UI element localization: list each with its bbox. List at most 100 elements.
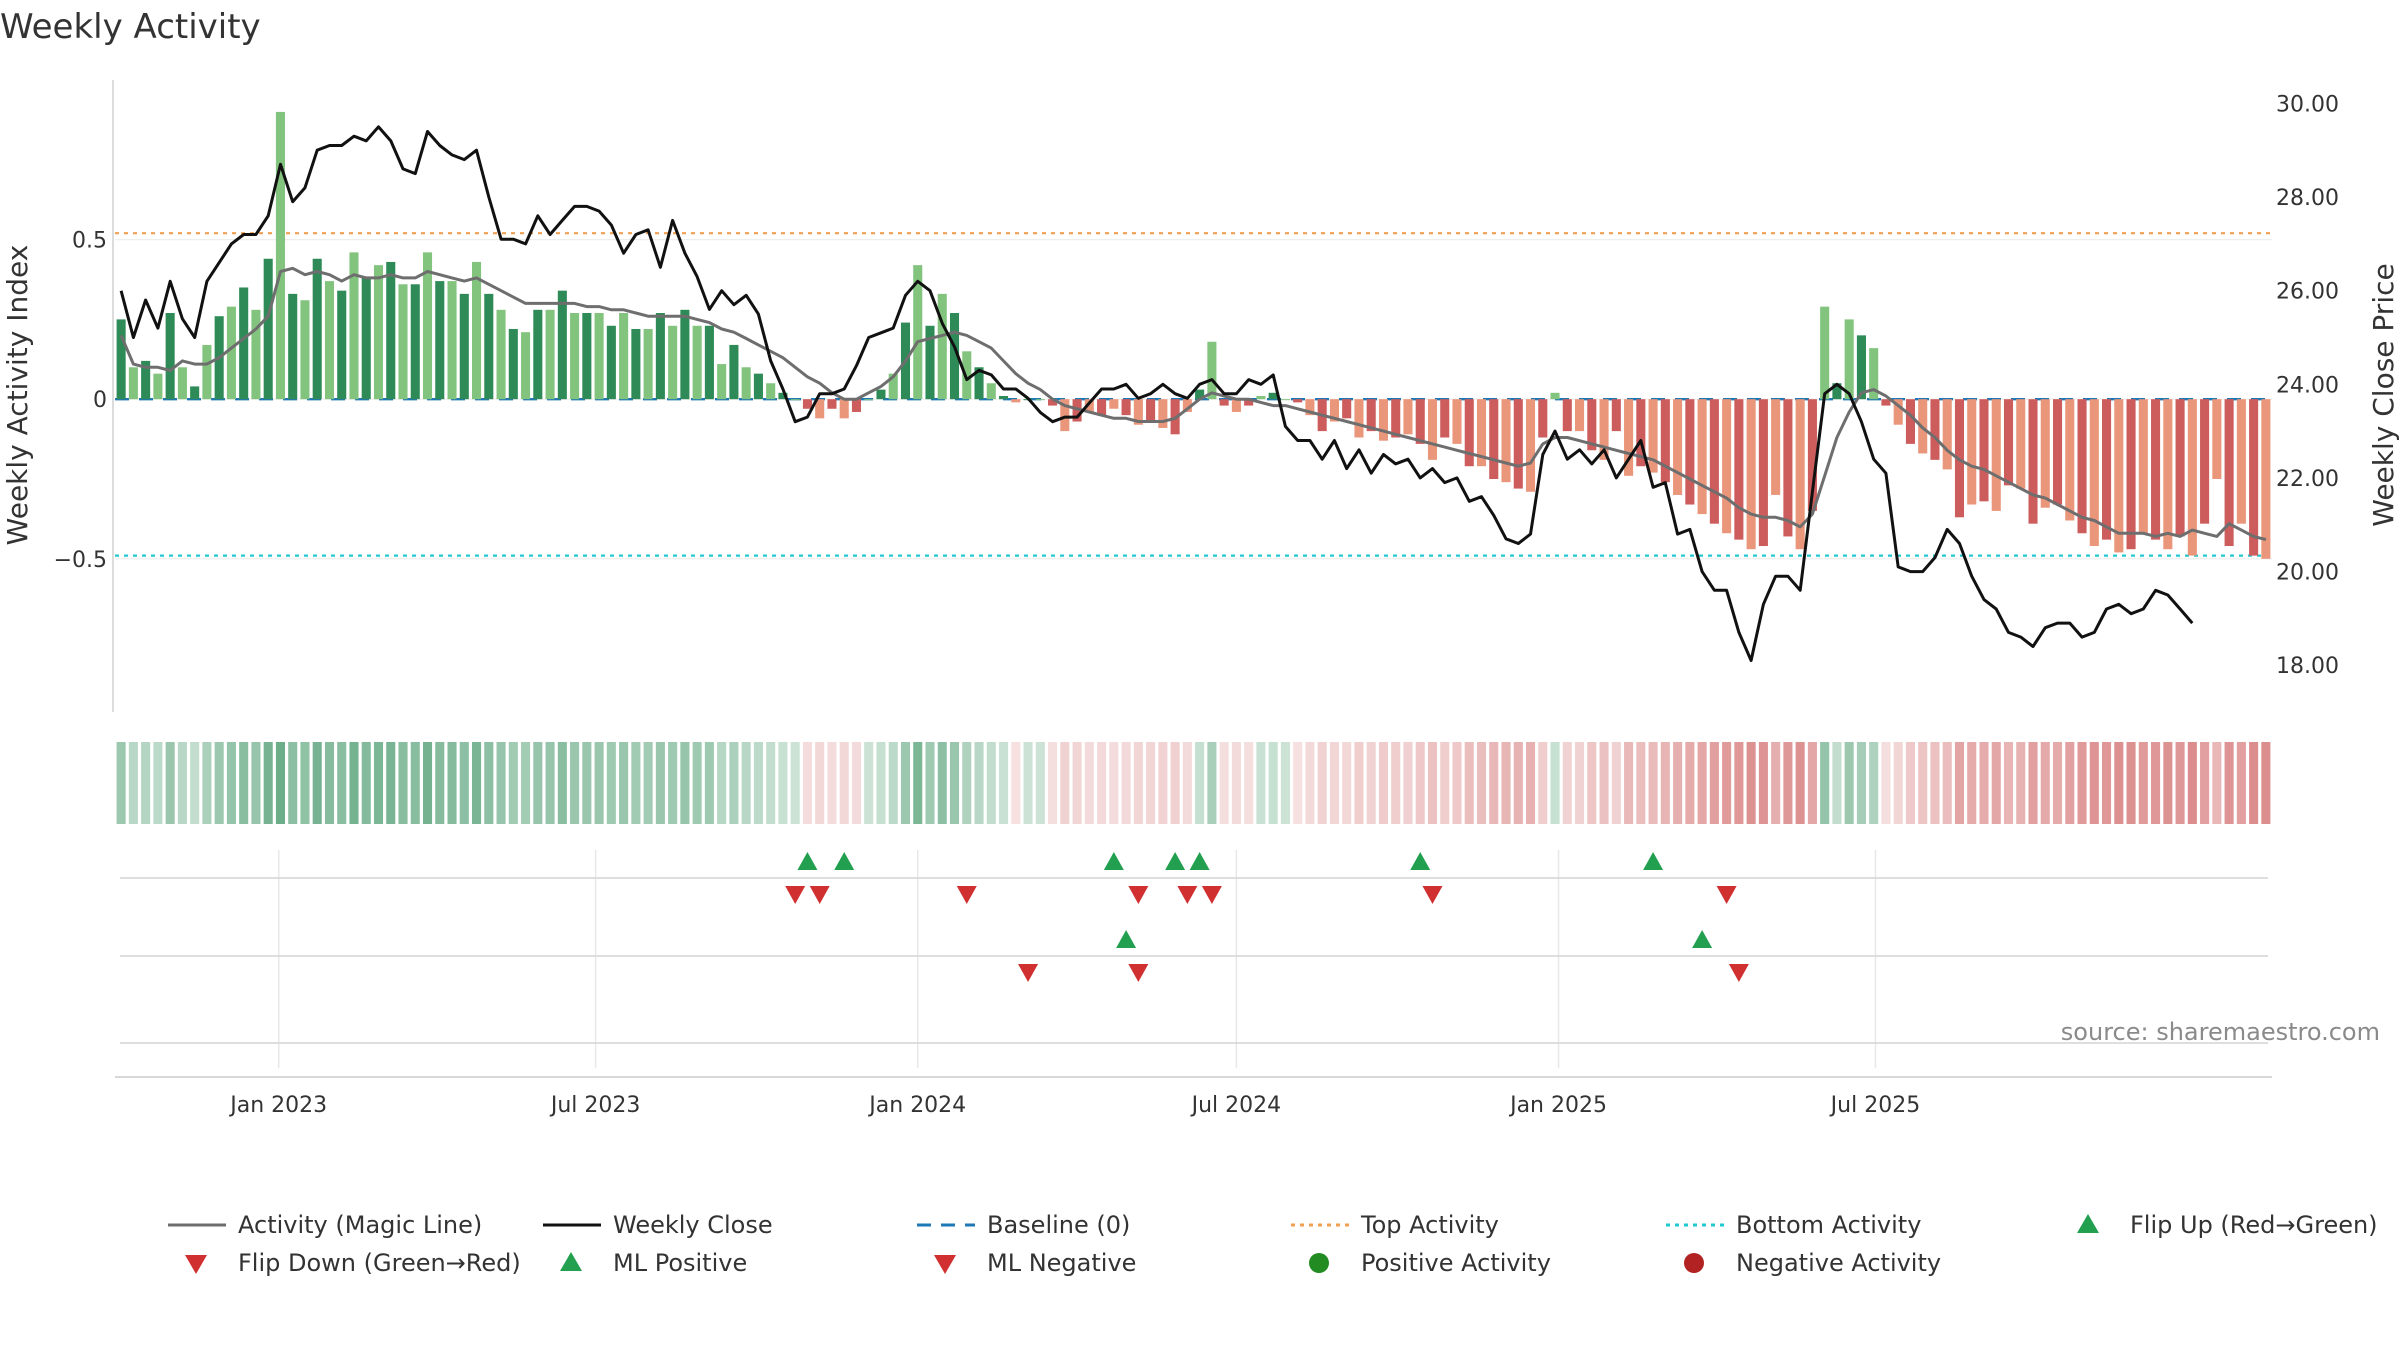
left-tick-label: −0.5 xyxy=(54,548,107,573)
heat-strip-cell xyxy=(2163,742,2173,824)
activity-bar xyxy=(680,309,690,400)
heat-strip-cell xyxy=(1109,742,1119,824)
activity-bar xyxy=(827,399,837,409)
activity-bar xyxy=(1366,399,1376,432)
activity-bar xyxy=(2016,399,2026,489)
heat-strip-cell xyxy=(1575,742,1585,824)
up-triangle-marker xyxy=(797,852,818,870)
activity-bar xyxy=(435,281,445,400)
activity-bar xyxy=(1844,319,1854,400)
heat-strip-cell xyxy=(1856,742,1866,824)
activity-bar xyxy=(2077,399,2087,534)
activity-bar xyxy=(778,392,788,400)
heat-strip-cell xyxy=(472,742,482,824)
heat-strip-cell xyxy=(1660,742,1670,824)
heat-strip-cell xyxy=(606,742,616,824)
heat-strip-cell xyxy=(1587,742,1597,824)
activity-bar xyxy=(925,325,935,400)
activity-bar xyxy=(459,293,469,400)
activity-bar xyxy=(2212,399,2222,479)
activity-bar xyxy=(986,383,996,400)
activity-bar xyxy=(1942,399,1952,470)
legend-swatch xyxy=(1684,1253,1704,1273)
heat-strip-cell xyxy=(802,742,812,824)
activity-bar xyxy=(1795,399,1805,550)
heat-strip-cell xyxy=(999,742,1009,824)
heat-strip-cell xyxy=(974,742,984,824)
heat-strip-cell xyxy=(422,742,433,824)
activity-bar xyxy=(1611,399,1621,432)
heat-strip-cell xyxy=(1513,742,1523,824)
activity-bar xyxy=(2028,399,2038,524)
heat-strip-cell xyxy=(1930,742,1940,824)
heat-strip-cell xyxy=(410,742,420,824)
legend-label: Flip Down (Green→Red) xyxy=(238,1249,521,1277)
legend-label: ML Negative xyxy=(987,1249,1136,1277)
heat-strip-cell xyxy=(1158,742,1168,824)
activity-bar xyxy=(1464,399,1474,467)
heat-strip-cell xyxy=(1391,742,1401,824)
heat-strip-cell xyxy=(128,742,138,824)
activity-bar xyxy=(631,328,641,400)
activity-bars xyxy=(116,111,2271,559)
heat-strip-cell xyxy=(251,742,261,824)
activity-bar xyxy=(116,319,126,400)
activity-bar xyxy=(2003,399,2014,486)
heat-strip-cell xyxy=(1097,742,1107,824)
activity-bar xyxy=(521,332,531,400)
right-axis-label: Weekly Close Price xyxy=(2367,263,2400,526)
heat-strip-cell xyxy=(1489,742,1499,824)
down-triangle-marker xyxy=(1018,964,1039,982)
activity-bar xyxy=(766,383,776,400)
heat-strip-cell xyxy=(1305,742,1315,824)
heat-strip-cell xyxy=(153,742,163,824)
heat-strip-cell xyxy=(937,742,947,824)
heat-strip-cell xyxy=(1329,742,1339,824)
activity-bar xyxy=(349,252,359,400)
down-triangle-marker xyxy=(1201,886,1222,904)
activity-bar xyxy=(226,306,236,400)
activity-bar xyxy=(949,313,960,400)
activity-bar xyxy=(153,373,163,400)
activity-bar xyxy=(1538,399,1548,438)
up-triangle-marker xyxy=(1692,930,1713,948)
heat-strip-cell xyxy=(2040,742,2050,824)
heat-strip-cell xyxy=(2102,742,2112,824)
activity-bar xyxy=(1550,392,1560,400)
heat-strip-cell xyxy=(2089,742,2099,824)
activity-bar xyxy=(1146,399,1156,422)
down-triangle-marker xyxy=(1128,886,1149,904)
activity-bar xyxy=(790,399,800,401)
activity-bar xyxy=(177,367,187,400)
heat-strip-cell xyxy=(1918,742,1928,824)
heat-strip-cell xyxy=(1121,742,1131,824)
heat-strip-cell xyxy=(1146,742,1156,824)
activity-bar xyxy=(717,364,727,400)
activity-bar xyxy=(704,325,714,400)
heat-strip-cell xyxy=(1942,742,1952,824)
activity-bar xyxy=(1562,399,1572,432)
heat-strip-cell xyxy=(1219,742,1229,824)
activity-bar xyxy=(1048,399,1058,406)
activity-bar xyxy=(1599,399,1609,460)
heat-strip-cell xyxy=(349,742,359,824)
heat-strip-cell xyxy=(300,742,310,824)
heat-strip-cell xyxy=(729,742,739,824)
heat-strip-cell xyxy=(1293,742,1303,824)
activity-bar xyxy=(1709,399,1719,524)
activity-bar xyxy=(1501,399,1511,483)
heat-strip-cell xyxy=(190,742,200,824)
heat-strip-cell xyxy=(386,742,396,824)
activity-bar xyxy=(1489,399,1499,479)
activity-bar xyxy=(1905,399,1915,444)
heat-strip-cell xyxy=(1550,742,1560,824)
heat-strip-cell xyxy=(1746,742,1756,824)
heat-strip-cell xyxy=(1403,742,1413,824)
heat-strip-cell xyxy=(655,742,665,824)
activity-bar xyxy=(1513,399,1523,489)
activity-bar xyxy=(582,313,592,400)
activity-bar xyxy=(851,399,862,412)
activity-bar xyxy=(361,277,371,400)
activity-bar xyxy=(1525,399,1536,492)
activity-bar xyxy=(974,367,984,400)
